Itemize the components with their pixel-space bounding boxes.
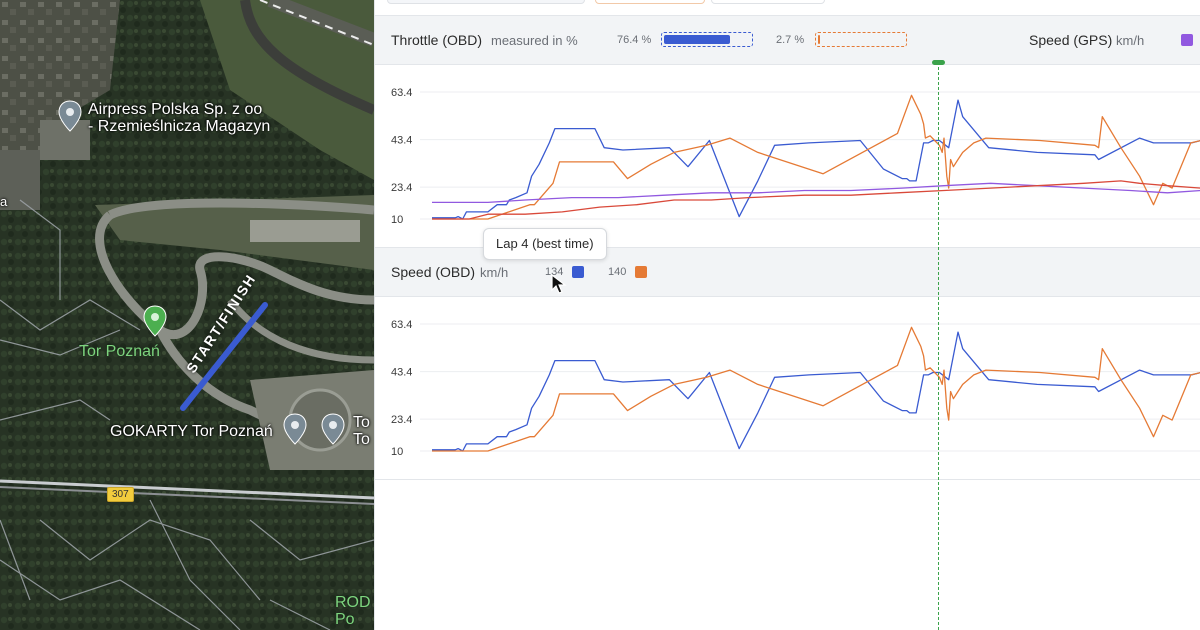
speed-obd-lap-a-swatch xyxy=(572,266,584,278)
speed-obd-lap-b-value: 140 xyxy=(608,266,627,278)
map-label-gokarty: GOKARTY Tor Poznań xyxy=(110,423,273,440)
satellite-map[interactable] xyxy=(0,0,374,630)
speed-gps-title: Speed (GPS) xyxy=(1029,32,1113,48)
lap-tab[interactable] xyxy=(711,0,825,4)
mouse-cursor-icon xyxy=(551,273,567,294)
map-pin-icon[interactable] xyxy=(283,413,307,445)
throttle-lap-a-fill xyxy=(664,35,730,44)
map-label-edge-letter: a xyxy=(0,194,8,209)
y-tick-label: 43.4 xyxy=(391,135,412,147)
lap-tab[interactable] xyxy=(387,0,585,4)
series-line-1 xyxy=(432,326,1200,452)
speed-obd-unit: km/h xyxy=(480,265,509,280)
speed-obd-chart[interactable]: 63.4 43.4 23.4 10 xyxy=(375,296,1200,480)
throttle-chart[interactable]: 63.4 43.4 23.4 10 xyxy=(375,64,1200,247)
series-line-2 xyxy=(432,182,1200,204)
throttle-lap-b-bar xyxy=(815,32,907,47)
y-tick-label: 23.4 xyxy=(391,414,412,426)
throttle-title: Throttle (OBD) xyxy=(391,32,483,48)
map-pin-icon[interactable] xyxy=(321,413,345,445)
telemetry-panel: Throttle (OBD) measured in % 76.4 % 2.7 … xyxy=(374,0,1200,630)
throttle-chart-svg[interactable]: 63.4 43.4 23.4 10 xyxy=(375,64,1200,247)
series-line-3 xyxy=(432,180,1200,220)
y-tick-label: 10 xyxy=(391,214,403,226)
throttle-lap-b-value: 2.7 % xyxy=(776,34,805,46)
map-label-tor-poznan: Tor Poznań xyxy=(79,343,160,360)
y-tick-label: 23.4 xyxy=(391,182,412,194)
road-number-badge: 307 xyxy=(107,487,134,502)
map-label-rod: ROD Po xyxy=(335,594,371,628)
speed-gps-swatch xyxy=(1181,34,1193,46)
map-pin-green-icon[interactable] xyxy=(143,305,167,337)
throttle-unit: measured in % xyxy=(491,33,578,48)
speed-obd-lap-b-swatch xyxy=(635,266,647,278)
series-line-0 xyxy=(432,331,1200,452)
map-pin-icon[interactable] xyxy=(58,100,82,132)
lap-tab[interactable] xyxy=(595,0,705,4)
time-scrubber-handle[interactable] xyxy=(932,60,945,65)
lap-tooltip: Lap 4 (best time) xyxy=(483,228,607,260)
speed-obd-chart-svg[interactable]: 63.4 43.4 23.4 10 xyxy=(375,296,1200,479)
time-scrubber-line[interactable] xyxy=(938,62,939,630)
map-pane[interactable]: Airpress Polska Sp. z oo - Rzemieślnicza … xyxy=(0,0,374,630)
throttle-lap-b-fill xyxy=(818,35,821,44)
speed-obd-title: Speed (OBD) xyxy=(391,264,476,280)
y-tick-label: 10 xyxy=(391,446,403,458)
y-tick-label: 43.4 xyxy=(391,367,412,379)
map-label-airpress: Airpress Polska Sp. z oo - Rzemieślnicza … xyxy=(88,101,271,135)
throttle-lap-a-value: 76.4 % xyxy=(617,34,652,46)
speed-gps-unit: km/h xyxy=(1116,33,1145,48)
throttle-header: Throttle (OBD) measured in % 76.4 % 2.7 … xyxy=(375,15,1200,65)
throttle-lap-a-bar xyxy=(661,32,753,47)
series-line-1 xyxy=(432,94,1200,220)
map-label-partial: To To xyxy=(353,414,370,448)
y-tick-label: 63.4 xyxy=(391,319,412,331)
y-tick-label: 63.4 xyxy=(391,87,412,99)
speed-obd-lap-a-value: 134 xyxy=(545,266,564,278)
series-line-0 xyxy=(432,99,1200,220)
